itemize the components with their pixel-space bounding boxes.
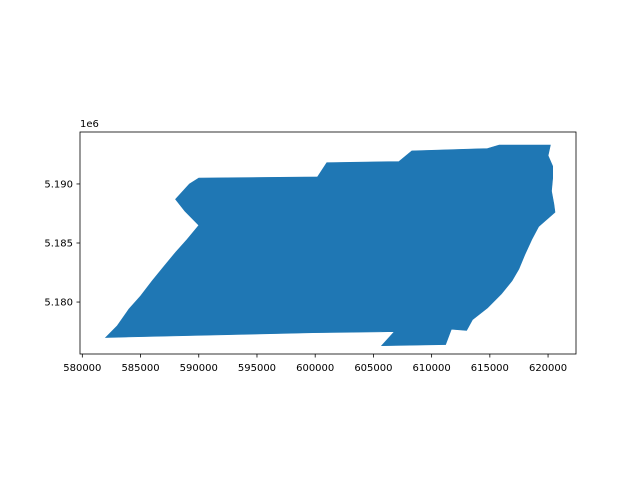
- x-tick-label: 605000: [354, 363, 392, 374]
- y-offset-label: 1e6: [80, 119, 99, 130]
- x-tick-label: 595000: [238, 363, 276, 374]
- y-tick-label: 5.185: [44, 239, 73, 250]
- x-tick-label: 620000: [529, 363, 567, 374]
- filled-polygon-0: [104, 144, 556, 347]
- x-tick-label: 590000: [180, 363, 218, 374]
- x-tick-label: 615000: [471, 363, 509, 374]
- y-tick-label: 5.180: [44, 298, 73, 309]
- x-tick-label: 585000: [121, 363, 159, 374]
- x-tick-label: 610000: [413, 363, 451, 374]
- y-tick-label: 5.190: [44, 179, 73, 190]
- x-tick-label: 600000: [296, 363, 334, 374]
- x-tick-label: 580000: [63, 363, 101, 374]
